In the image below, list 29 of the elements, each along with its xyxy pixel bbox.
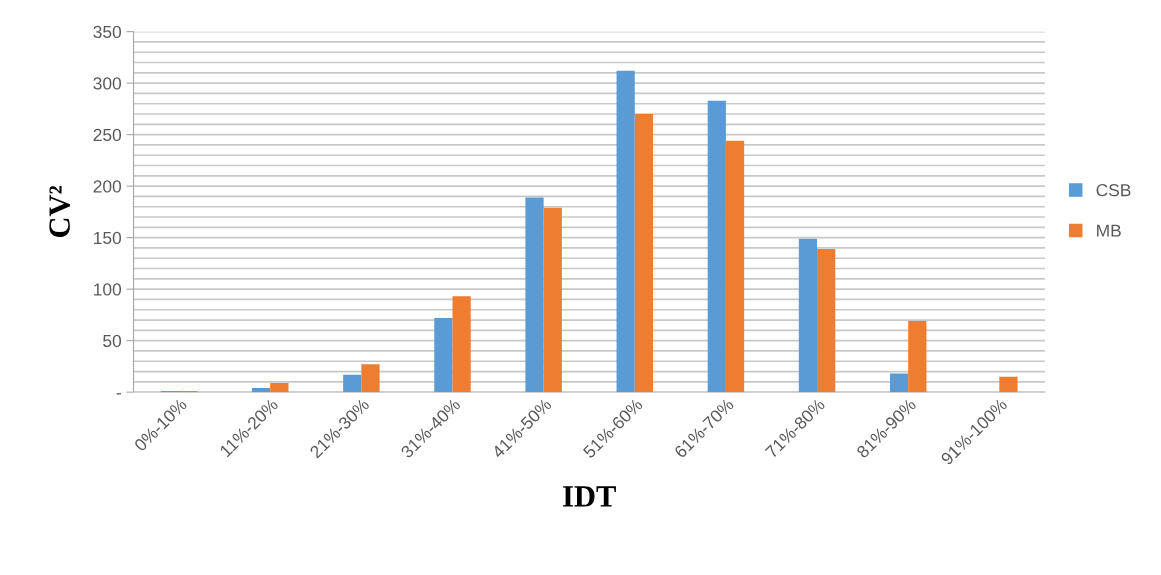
bar [252, 388, 271, 393]
bar [707, 100, 726, 393]
x-axis-title: IDT [563, 486, 616, 507]
y-tick-label: 100 [94, 283, 122, 296]
bar [270, 382, 289, 393]
bar [434, 317, 453, 393]
bar [525, 197, 544, 393]
legend-label: CSB [1096, 184, 1131, 197]
y-tick-label: - [116, 393, 121, 395]
y-tick-label: 250 [93, 128, 122, 142]
bar [361, 364, 380, 393]
y-tick-label: 200 [93, 180, 122, 193]
bar [817, 248, 836, 393]
bar [343, 374, 362, 393]
y-tick-label: 350 [93, 25, 122, 39]
bar [725, 140, 745, 393]
bar [452, 296, 471, 393]
bar [908, 321, 927, 393]
bar [616, 70, 635, 393]
bar [634, 114, 653, 393]
y-axis-title: CV² [49, 185, 71, 238]
y-tick-label: 300 [93, 77, 122, 90]
y-tick-label: 150 [94, 231, 122, 245]
legend-label: MB [1097, 224, 1121, 237]
bar [798, 238, 818, 393]
bar [999, 376, 1018, 393]
y-tick-label: 50 [103, 334, 122, 348]
bar [543, 207, 562, 393]
bar [889, 373, 909, 393]
